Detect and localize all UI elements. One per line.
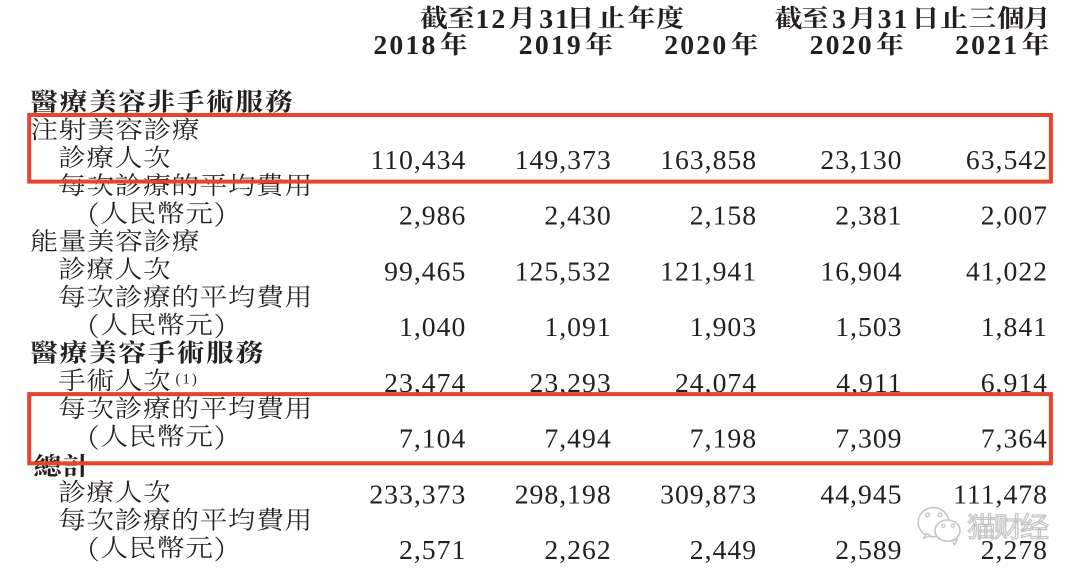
svg-text:1,503: 1,503 — [835, 311, 902, 342]
svg-text:111,478: 111,478 — [953, 478, 1048, 509]
svg-text:309,873: 309,873 — [660, 478, 757, 509]
svg-text:1,040: 1,040 — [399, 311, 466, 342]
svg-text:(1): (1) — [176, 372, 200, 388]
svg-text:2020: 2020 — [810, 29, 874, 60]
svg-text:7,104: 7,104 — [399, 423, 466, 454]
svg-text:125,532: 125,532 — [515, 255, 612, 286]
svg-text:2,589: 2,589 — [835, 534, 902, 565]
svg-text:233,373: 233,373 — [369, 478, 466, 509]
svg-text:2,571: 2,571 — [399, 534, 466, 565]
svg-text:12: 12 — [476, 3, 508, 34]
svg-text:63,542: 63,542 — [966, 144, 1048, 175]
svg-text:1,903: 1,903 — [690, 311, 757, 342]
svg-text:7,309: 7,309 — [835, 423, 902, 454]
svg-text:2,449: 2,449 — [690, 534, 757, 565]
svg-text:7,198: 7,198 — [690, 423, 757, 454]
svg-text:2,007: 2,007 — [981, 200, 1048, 231]
svg-text:99,465: 99,465 — [384, 255, 466, 286]
svg-text:7,364: 7,364 — [981, 423, 1048, 454]
svg-text:1,091: 1,091 — [544, 311, 611, 342]
svg-text:149,373: 149,373 — [515, 144, 612, 175]
svg-text:23,130: 23,130 — [820, 144, 902, 175]
svg-text:2,262: 2,262 — [544, 534, 611, 565]
svg-text:2,381: 2,381 — [835, 200, 902, 231]
svg-text:298,198: 298,198 — [515, 478, 612, 509]
svg-text:2,986: 2,986 — [399, 200, 466, 231]
svg-text:2,430: 2,430 — [544, 200, 611, 231]
svg-text:163,858: 163,858 — [660, 144, 757, 175]
svg-text:44,945: 44,945 — [820, 478, 902, 509]
svg-text:2020: 2020 — [664, 29, 728, 60]
svg-text:3: 3 — [832, 3, 848, 34]
svg-text:110,434: 110,434 — [370, 144, 466, 175]
svg-text:1,841: 1,841 — [981, 311, 1048, 342]
svg-text:31: 31 — [878, 3, 910, 34]
svg-text:2018: 2018 — [373, 29, 437, 60]
svg-text:41,022: 41,022 — [966, 255, 1048, 286]
svg-text:7,494: 7,494 — [544, 423, 611, 454]
svg-text:2019: 2019 — [519, 29, 583, 60]
svg-text:16,904: 16,904 — [820, 255, 902, 286]
svg-text:31: 31 — [539, 3, 571, 34]
svg-text:2,158: 2,158 — [690, 200, 757, 231]
svg-text:2021: 2021 — [955, 29, 1019, 60]
svg-text:121,941: 121,941 — [660, 255, 757, 286]
